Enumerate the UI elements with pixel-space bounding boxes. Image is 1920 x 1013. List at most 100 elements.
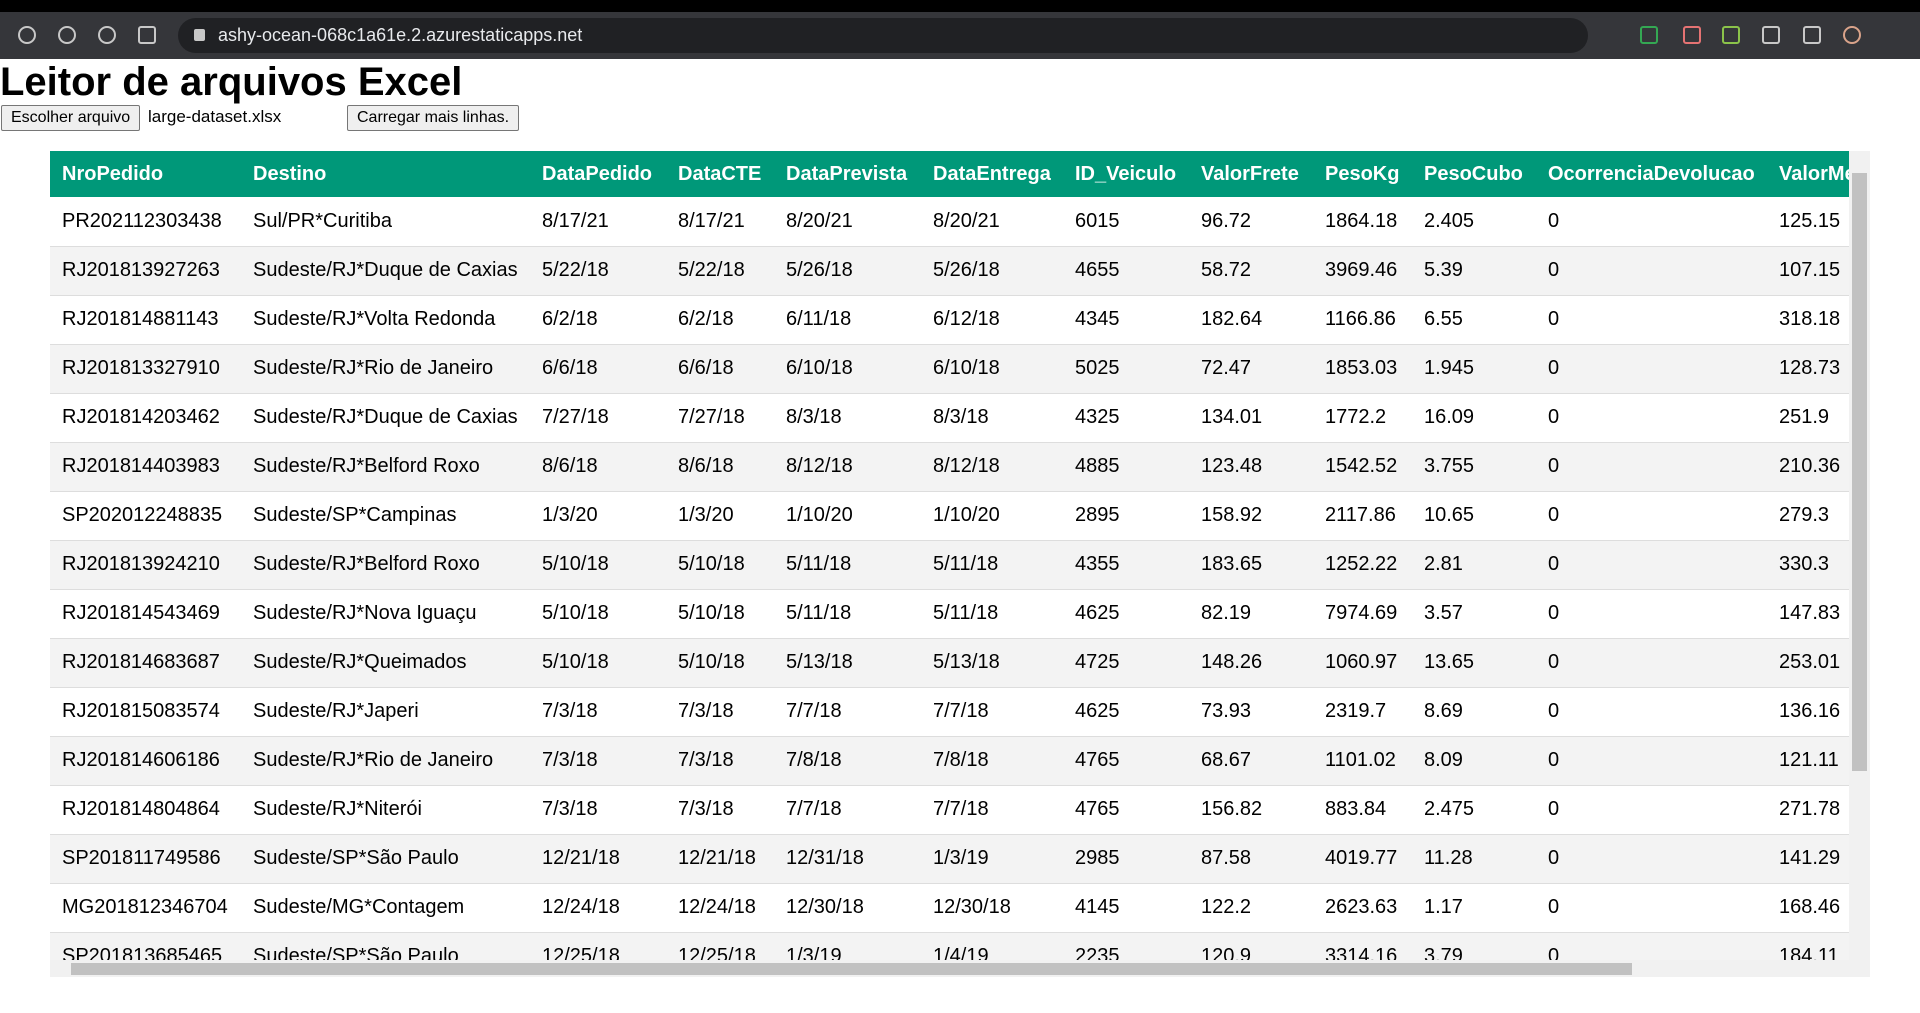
load-more-button[interactable]: Carregar mais linhas. [347,105,520,131]
table-cell: 4145 [1063,883,1189,933]
scroll-thumb[interactable] [71,963,1632,975]
table-cell: 5/10/18 [666,638,774,688]
column-header[interactable]: DataPrevista [774,151,921,197]
table-cell: 1.17 [1412,883,1536,933]
extension-icon[interactable] [1640,26,1658,44]
table-cell: 253.01 [1767,638,1849,688]
table-cell: 0 [1536,295,1767,345]
table-cell: 72.47 [1189,344,1313,394]
table-cell: 96.72 [1189,197,1313,247]
table-cell: 2.405 [1412,197,1536,247]
reload-button[interactable] [98,26,116,44]
table-cell: 6/11/18 [774,295,921,345]
table-cell: 68.67 [1189,736,1313,786]
home-button[interactable] [138,26,156,44]
column-header[interactable]: ValorFrete [1189,151,1313,197]
table-cell: 182.64 [1189,295,1313,345]
back-button[interactable] [18,26,36,44]
table-cell: 6/6/18 [666,344,774,394]
column-header[interactable]: DataPedido [530,151,666,197]
table-row: RJ201814543469 Sudeste/RJ*Nova Iguaçu 5/10… [50,589,1849,639]
table-cell: 12/25/18 [530,932,666,960]
extension-icon[interactable] [1683,26,1701,44]
table-cell: 12/30/18 [774,883,921,933]
table-cell: 0 [1536,344,1767,394]
table-cell: 134.01 [1189,393,1313,443]
table-row: MG201812346704 Sudeste/MG*Contagem 12/24/1… [50,883,1849,933]
forward-button[interactable] [58,26,76,44]
table-cell: 0 [1536,246,1767,296]
table-cell: 4765 [1063,736,1189,786]
table-cell: 0 [1536,785,1767,835]
table-cell: Sudeste/SP*São Paulo [241,932,530,960]
table-cell: Sudeste/RJ*Niterói [241,785,530,835]
column-header[interactable]: ID_Veiculo [1063,151,1189,197]
table-cell: 8/17/21 [666,197,774,247]
header-row: NroPedido Destino DataPedido DataCTE DataPre… [50,151,1849,197]
table-cell: 251.9 [1767,393,1849,443]
column-header[interactable]: PesoKg [1313,151,1412,197]
table-cell: 3.57 [1412,589,1536,639]
table-cell: RJ201814804864 [50,785,241,835]
table-cell: Sudeste/SP*São Paulo [241,834,530,884]
table-cell: 6/10/18 [921,344,1063,394]
table-cell: 123.48 [1189,442,1313,492]
table-cell: 120.9 [1189,932,1313,960]
table-cell: 5/26/18 [921,246,1063,296]
extension-icon[interactable] [1722,26,1740,44]
table-cell: 0 [1536,197,1767,247]
table-cell: 12/21/18 [666,834,774,884]
column-header[interactable]: NroPedido [50,151,241,197]
choose-file-button[interactable]: Escolher arquivo [1,105,141,131]
table-cell: RJ201814881143 [50,295,241,345]
side-panel-button[interactable] [1803,26,1821,44]
table-row: RJ201814804864 Sudeste/RJ*Niterói 7/3/18 7/… [50,785,1849,835]
table-cell: 10.65 [1412,491,1536,541]
table-cell: 1/3/20 [530,491,666,541]
table-cell: 8/3/18 [921,393,1063,443]
table-cell: 8/20/21 [921,197,1063,247]
table-cell: 7/3/18 [530,785,666,835]
table-cell: 183.65 [1189,540,1313,590]
table-cell: 2985 [1063,834,1189,884]
table-cell: 7/3/18 [530,736,666,786]
table-cell: RJ201813927263 [50,246,241,296]
column-header[interactable]: Destino [241,151,530,197]
column-header[interactable]: DataEntrega [921,151,1063,197]
table-cell: 0 [1536,540,1767,590]
browser-toolbar: ashy-ocean-068c1a61e.2.azurestaticapps.n… [0,12,1920,59]
table-cell: 6/6/18 [530,344,666,394]
table-cell: 125.15 [1767,197,1849,247]
column-header[interactable]: OcorrenciaDevolucao [1536,151,1767,197]
table-cell: 5/11/18 [921,589,1063,639]
column-header[interactable]: ValorMe [1767,151,1849,197]
extensions-button[interactable] [1762,26,1780,44]
table-cell: 4019.77 [1313,834,1412,884]
table-cell: 4885 [1063,442,1189,492]
table-cell: 1/3/20 [666,491,774,541]
table-container: NroPedido Destino DataPedido DataCTE DataPre… [50,151,1849,960]
table-cell: 4625 [1063,687,1189,737]
table-cell: 7974.69 [1313,589,1412,639]
table-cell: 0 [1536,442,1767,492]
table-cell: 2.81 [1412,540,1536,590]
data-table: NroPedido Destino DataPedido DataCTE DataPre… [50,151,1849,960]
profile-button[interactable] [1843,26,1861,44]
table-cell: 6015 [1063,197,1189,247]
scroll-thumb[interactable] [1852,173,1867,771]
table-cell: 4355 [1063,540,1189,590]
address-bar[interactable]: ashy-ocean-068c1a61e.2.azurestaticapps.n… [178,18,1588,53]
table-cell: 7/27/18 [530,393,666,443]
column-header[interactable]: PesoCubo [1412,151,1536,197]
table-cell: 12/21/18 [530,834,666,884]
column-header[interactable]: DataCTE [666,151,774,197]
lock-icon [194,29,205,41]
table-cell: 12/24/18 [666,883,774,933]
table-cell: 7/7/18 [774,785,921,835]
table-row: RJ201813327910 Sudeste/RJ*Rio de Janeiro 6… [50,344,1849,394]
table-cell: 5/13/18 [774,638,921,688]
table-cell: 0 [1536,393,1767,443]
table-cell: 0 [1536,932,1767,960]
table-cell: Sudeste/SP*Campinas [241,491,530,541]
table-cell: 7/7/18 [774,687,921,737]
